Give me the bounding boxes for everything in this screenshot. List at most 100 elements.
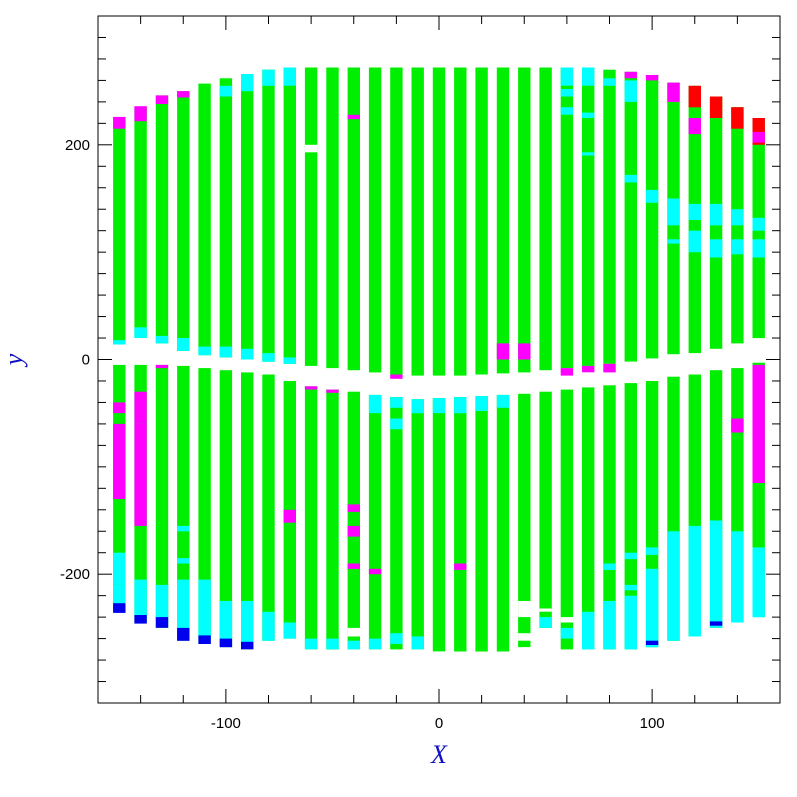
strip-segment-magenta-x140-3: [731, 418, 744, 433]
strip-segment-cyan-x150-3: [752, 239, 765, 258]
strip-segment-white-x60-4: [560, 617, 574, 623]
strip-segment-cyan-x60-1: [560, 89, 574, 97]
x-axis-label: X: [430, 740, 448, 769]
strip-segment-cyan-x-110-0: [198, 346, 211, 356]
strip-segment-blue-x-110-2: [198, 635, 211, 644]
strip-lower-x-50: [326, 389, 339, 650]
strip-upper-x-120: [177, 91, 190, 351]
strip-segment-cyan-x-120-1: [177, 338, 190, 351]
strip-segment-cyan-x90-3: [624, 552, 637, 560]
strip-lower-x-110: [198, 368, 211, 644]
strip-segment-cyan-x60-2: [560, 107, 574, 115]
strip-segment-cyan-x-90-0: [241, 74, 254, 92]
strip-segment-magenta-x90-0: [624, 71, 637, 79]
strip-segment-cyan-x-140-5: [134, 579, 147, 618]
strip-segment-cyan-x-120-4: [177, 579, 190, 634]
strip-segment-cyan-x-90-1: [241, 348, 254, 360]
strip-segment-cyan-x20-0: [475, 396, 488, 411]
strip-segment-cyan-x-130-3: [155, 584, 169, 623]
strip-upper-x80: [603, 69, 616, 364]
strip-lower-x20: [475, 396, 488, 652]
strip-segment-magenta-x120-1: [688, 118, 701, 135]
strip-segment-magenta-x-130-0: [155, 95, 169, 104]
strip-segment-cyan-x-30-0: [368, 394, 382, 414]
strip-segment-cyan-x-20-1: [390, 397, 403, 408]
strip-lower-x40: [518, 393, 531, 648]
y-tick-label: -200: [60, 566, 90, 583]
strip-segment-cyan-x100-1: [645, 189, 659, 203]
strip-segment-magenta-x-40-2: [347, 525, 360, 537]
strip-segment-cyan-x-40-5: [347, 640, 360, 650]
strip-segment-cyan-x130-1: [709, 203, 723, 226]
strip-segment-magenta-x-30-1: [368, 568, 382, 575]
strips-layer: [113, 67, 765, 652]
strip-segment-cyan-x-100-1: [219, 346, 233, 358]
strip-segment-white-x40-1: [518, 601, 531, 618]
strip-segment-cyan-x60-5: [560, 627, 574, 639]
strip-segment-cyan-x-70-1: [283, 357, 296, 364]
strip-segment-cyan-x-80-2: [262, 611, 275, 641]
strip-lower-x-20: [390, 397, 403, 650]
strip-segment-magenta-x-140-0: [134, 106, 147, 122]
strip-lower-x10: [454, 397, 467, 652]
strip-upper-x90: [624, 71, 637, 362]
strip-upper-x-70: [283, 67, 296, 364]
strip-segment-cyan-x-140-1: [134, 327, 147, 338]
strip-segment-cyan-x140-4: [731, 531, 744, 623]
strip-lower-x-60: [304, 386, 318, 650]
strip-segment-magenta-x-40-1: [347, 504, 360, 512]
strip-segment-cyan-x100-3: [645, 568, 659, 648]
strip-segment-cyan-x-100-2: [219, 601, 233, 641]
strip-segment-magenta-x30-0: [496, 343, 510, 360]
strip-segment-white-x50-0: [539, 608, 552, 612]
strip-segment-cyan-x90-2: [624, 174, 637, 183]
strip-segment-cyan-x80-3: [603, 601, 616, 650]
strip-lower-x50: [539, 391, 552, 628]
strip-segment-cyan-x0-0: [432, 398, 446, 414]
strip-segment-white-x40-2: [518, 633, 531, 641]
strip-segment-cyan-x-10-1: [411, 636, 424, 650]
strip-segment-magenta-x-20-0: [390, 374, 403, 379]
strip-segment-cyan-x80-0: [603, 78, 616, 86]
strip-lower-x-100: [219, 370, 233, 648]
strip-lower-x-130: [155, 364, 169, 628]
strip-segment-cyan-x-120-3: [177, 558, 190, 564]
strip-segment-magenta-x-150-2: [113, 402, 126, 414]
strip-segment-blue-x100-4: [645, 640, 659, 645]
strip-segment-cyan-x-150-4: [113, 552, 126, 585]
strip-segment-cyan-x120-3: [688, 230, 701, 253]
strip-segment-magenta-x60-3: [560, 368, 574, 376]
strip-lower-x60: [560, 389, 574, 650]
strip-segment-cyan-x110-3: [667, 531, 680, 641]
strip-segment-cyan-x70-0: [582, 67, 595, 86]
strip-segment-magenta-x-40-3: [347, 563, 360, 569]
strip-segment-cyan-x10-0: [454, 397, 467, 414]
strip-segment-blue-x-130-4: [155, 617, 169, 628]
strip-segment-red-x120-0: [688, 85, 701, 108]
strip-segment-cyan-x90-5: [624, 595, 637, 650]
strip-segment-cyan-x70-2: [582, 152, 595, 156]
strip-segment-magenta-x100-0: [645, 75, 659, 81]
strip-lower-x30: [496, 394, 510, 652]
strip-upper-x-30: [368, 67, 382, 373]
strip-upper-x-150: [113, 123, 126, 345]
strip-segment-cyan-x90-1: [624, 80, 637, 102]
strip-segment-cyan-x150-5: [752, 547, 765, 618]
strip-segment-magenta-x-130-2: [155, 364, 169, 369]
strip-segment-red-x130-0: [709, 96, 723, 118]
strip-segment-white-x-40-4: [347, 627, 360, 637]
strip-segment-magenta-x40-0: [518, 343, 531, 360]
y-axis-label: y: [0, 353, 28, 368]
y-tick-label: 0: [82, 352, 90, 369]
strip-segment-magenta-x-50-0: [326, 389, 339, 393]
x-tick-label: 0: [435, 715, 443, 732]
strip-segment-cyan-x60-0: [560, 67, 574, 86]
strip-upper-x0: [432, 67, 446, 376]
strip-upper-x70: [582, 67, 595, 366]
strip-segment-cyan-x120-4: [688, 525, 701, 637]
strip-upper-x-40: [347, 67, 360, 371]
strip-segment-cyan-x-80-0: [262, 69, 275, 86]
strip-segment-magenta-x10-1: [454, 563, 467, 570]
strip-lower-x-40: [347, 391, 360, 650]
